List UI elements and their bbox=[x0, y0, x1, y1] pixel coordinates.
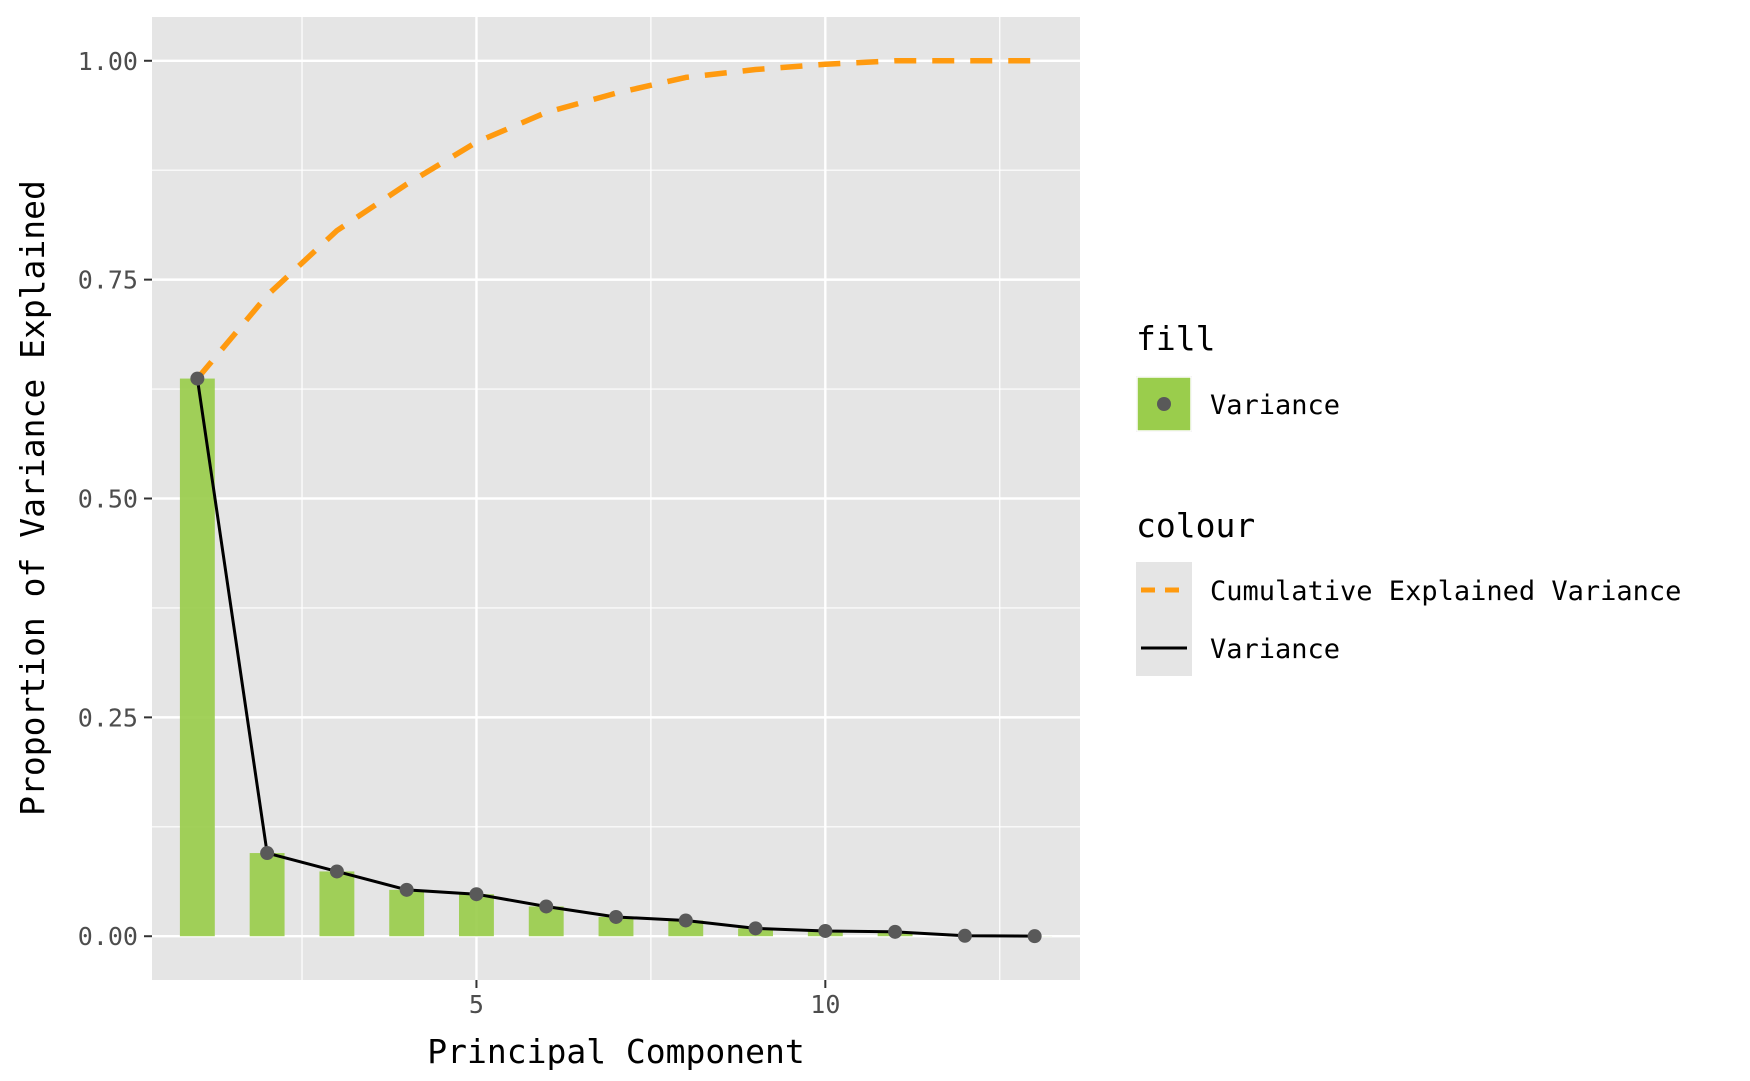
variance-point bbox=[609, 909, 623, 924]
variance-bar bbox=[389, 889, 425, 937]
legend-colour-key-background bbox=[1136, 562, 1192, 676]
y-axis-title: Proportion of Variance Explained bbox=[13, 180, 52, 816]
y-tick-label: 0.50 bbox=[78, 485, 138, 514]
variance-bar bbox=[319, 871, 355, 937]
variance-point bbox=[818, 923, 833, 938]
variance-point bbox=[957, 928, 972, 943]
variance-point bbox=[888, 924, 903, 939]
variance-bar bbox=[459, 894, 494, 937]
y-tick-label: 0.75 bbox=[78, 266, 138, 295]
x-axis-title: Principal Component bbox=[427, 1032, 805, 1071]
variance-bar bbox=[668, 920, 704, 937]
legend-fill-title: fill bbox=[1136, 319, 1215, 358]
x-tick-label: 5 bbox=[469, 990, 484, 1019]
legend-fill-point bbox=[1157, 397, 1171, 411]
variance-bar bbox=[598, 916, 634, 937]
variance-point bbox=[260, 846, 275, 861]
legend-cumulative-label: Cumulative Explained Variance bbox=[1210, 576, 1681, 607]
variance-point bbox=[190, 371, 205, 386]
variance-point bbox=[1027, 929, 1042, 944]
x-axis: 5 10 bbox=[469, 980, 840, 1019]
y-axis: 0.00 0.25 0.50 0.75 1.00 bbox=[78, 47, 152, 951]
variance-point bbox=[748, 921, 763, 936]
y-tick-label: 0.25 bbox=[78, 703, 138, 732]
legend-fill-label: Variance bbox=[1210, 390, 1340, 421]
variance-points bbox=[190, 371, 1042, 944]
variance-point bbox=[539, 899, 554, 914]
y-tick-label: 1.00 bbox=[78, 47, 138, 76]
cumulative-variance-line bbox=[195, 58, 1035, 381]
variance-point bbox=[678, 913, 693, 928]
variance-point bbox=[469, 887, 484, 902]
variance-bar bbox=[249, 853, 285, 937]
y-tick-label: 0.00 bbox=[78, 922, 138, 951]
legend-variance-label: Variance bbox=[1210, 634, 1340, 665]
legend-colour-title: colour bbox=[1136, 506, 1255, 545]
variance-point bbox=[399, 882, 414, 897]
x-tick-label: 10 bbox=[810, 990, 840, 1019]
legend: fill Variance colour Cumulative Explaine… bbox=[1136, 319, 1681, 676]
variance-point bbox=[329, 864, 344, 879]
variance-bar bbox=[179, 378, 215, 937]
major-gridlines bbox=[152, 17, 1080, 980]
